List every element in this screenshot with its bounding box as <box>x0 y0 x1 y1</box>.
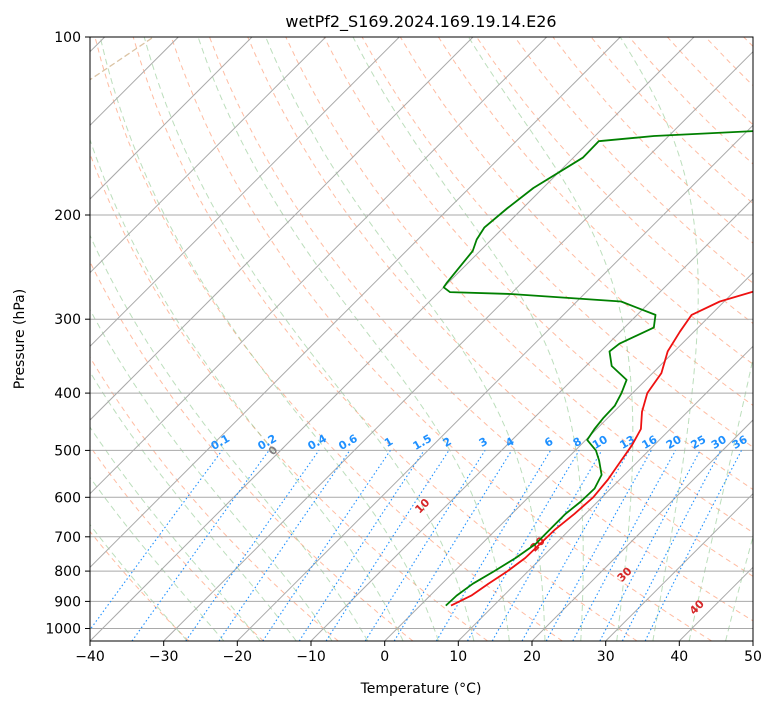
moist-adiabat <box>90 426 261 641</box>
x-tick-label: −30 <box>149 649 179 665</box>
moist-adiabat <box>90 371 297 641</box>
y-axis-label: Pressure (hPa) <box>12 289 28 389</box>
y-tick-label: 400 <box>54 386 81 402</box>
y-tick-label: 1000 <box>45 622 81 638</box>
temperature-line <box>450 290 753 607</box>
isotherm-line <box>90 37 621 569</box>
y-tick-label: 200 <box>54 208 81 224</box>
x-tick-label: −10 <box>296 649 326 665</box>
x-tick-label: 40 <box>670 649 688 665</box>
mixing-ratio-line <box>298 450 425 641</box>
isotherm-line <box>90 37 548 495</box>
dry-adiabat <box>90 356 339 641</box>
isotherm-line <box>236 124 753 641</box>
x-tick-label: 50 <box>744 649 762 665</box>
moist-adiabat <box>197 37 510 641</box>
dry-adiabat <box>94 37 563 641</box>
y-tick-label: 100 <box>54 30 81 46</box>
x-tick-label: −40 <box>75 649 105 665</box>
mixing-ratio-line <box>185 450 320 641</box>
dry-adiabat <box>90 530 190 641</box>
x-tick-label: 0 <box>380 649 389 665</box>
dry-adiabat <box>170 37 712 641</box>
x-tick-label: 10 <box>449 649 467 665</box>
isotherm-line <box>163 50 753 641</box>
dry-adiabat <box>90 152 488 641</box>
mixing-ratio-line <box>621 450 722 641</box>
isotherm-line <box>752 640 753 641</box>
moist-adiabat <box>619 37 699 641</box>
mixing-ratio-line <box>218 450 351 641</box>
dry-adiabat <box>209 37 753 622</box>
isotherm-line <box>531 419 753 641</box>
y-tick-label: 800 <box>54 564 81 580</box>
moist-adiabat <box>265 37 546 641</box>
y-tick-label: 900 <box>54 594 81 610</box>
isotherm-line <box>457 345 753 641</box>
x-axis-label: Temperature (°C) <box>360 681 482 697</box>
mixing-ratio-line <box>131 450 270 641</box>
dry-adiabat <box>132 37 638 641</box>
mixing-ratio-line <box>572 450 676 641</box>
mixing-ratio-line <box>325 450 450 641</box>
moist-adiabat <box>90 234 369 641</box>
isotherm-line <box>90 37 327 274</box>
isotherm-line <box>310 198 753 641</box>
moist-adiabat <box>90 308 333 641</box>
moist-adiabat <box>762 37 775 641</box>
mixing-ratio-line <box>521 450 630 641</box>
isotherm-line <box>384 271 753 641</box>
x-tick-label: 30 <box>597 649 615 665</box>
x-tick-label: −20 <box>223 649 253 665</box>
mixing-ratio-line <box>545 450 652 641</box>
dewpoint-line <box>442 130 753 607</box>
moist-adiabat <box>725 534 753 641</box>
chart-title: wetPf2_S169.2024.169.19.14.E26 <box>285 12 556 32</box>
dry-adiabat <box>247 37 753 577</box>
axes: −40 −30 −20 −10 0 10 20 30 40 50 100 200 300 400 500 60… <box>45 30 762 665</box>
isotherm-line <box>90 37 695 641</box>
dry-adiabat <box>514 37 753 284</box>
y-tick-label: 700 <box>54 530 81 546</box>
isotherm-line <box>90 37 400 348</box>
moist-adiabat <box>90 138 404 641</box>
isotherm-line <box>90 37 474 421</box>
mixing-ratio-line <box>262 450 391 641</box>
moist-adiabat <box>90 523 188 641</box>
mixing-ratio-line <box>393 450 513 641</box>
moist-adiabat <box>90 476 225 641</box>
y-tick-label: 300 <box>54 312 81 328</box>
y-tick-label: 500 <box>54 443 81 459</box>
dry-adiabat <box>90 445 264 641</box>
moist-adiabat <box>352 37 584 641</box>
mixing-ratio-line <box>90 450 223 631</box>
moist-adiabat <box>688 355 753 641</box>
x-tick-label: 20 <box>523 649 541 665</box>
background-lines <box>90 37 775 641</box>
plot-frame <box>89 36 754 642</box>
dry-adiabat <box>399 37 753 407</box>
moist-adiabat <box>99 37 439 641</box>
mixing-ratio-line <box>644 450 742 641</box>
y-tick-label: 600 <box>54 490 81 506</box>
series-lines <box>442 130 753 607</box>
isotherm-line <box>90 37 253 200</box>
isotherm-line <box>605 492 753 641</box>
